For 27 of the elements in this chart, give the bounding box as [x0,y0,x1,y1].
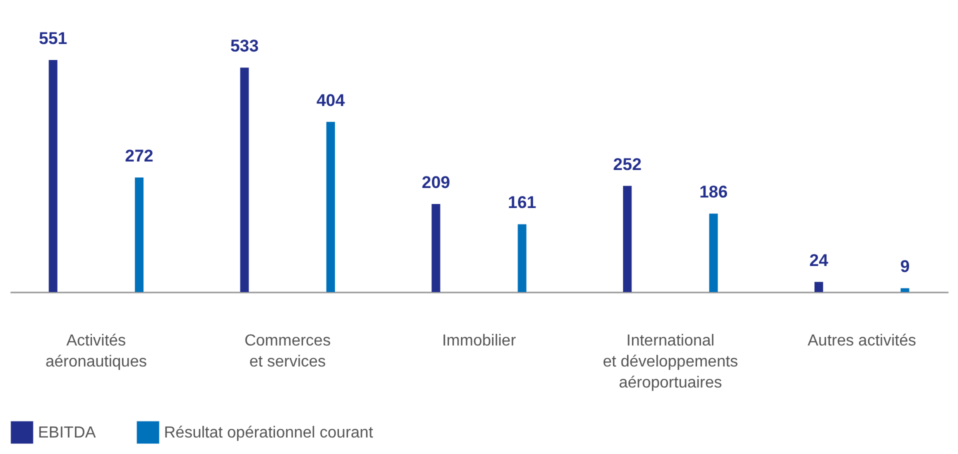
bar [623,186,632,292]
data-label: 404 [316,90,346,110]
x-tick-label: Activités aéronautiques [45,332,147,370]
x-tick-label: Immobilier [442,332,517,350]
bar [134,177,144,292]
data-label: 24 [809,250,829,270]
x-tick-label: Autres activités [808,332,916,350]
x-tick-label: Commerces et services [244,332,331,370]
x-tick-label: International et développements aéroportuaires [602,332,738,392]
data-label: 9 [900,257,910,276]
data-label: 161 [508,193,536,212]
data-label: 551 [38,29,68,48]
bar [326,122,335,292]
bar [432,204,440,292]
bar [814,282,824,292]
bar [900,288,910,292]
bar [518,224,526,292]
legend-label: Résultat opérationnel courant [164,424,374,442]
bar [709,214,718,292]
bar [48,60,58,292]
data-label: 272 [125,146,154,166]
data-label: 533 [230,36,259,56]
legend-label: EBITDA [38,424,96,442]
data-label: 209 [422,173,450,192]
data-label: 252 [613,154,642,174]
bar [240,68,249,292]
data-label: 186 [699,182,728,202]
